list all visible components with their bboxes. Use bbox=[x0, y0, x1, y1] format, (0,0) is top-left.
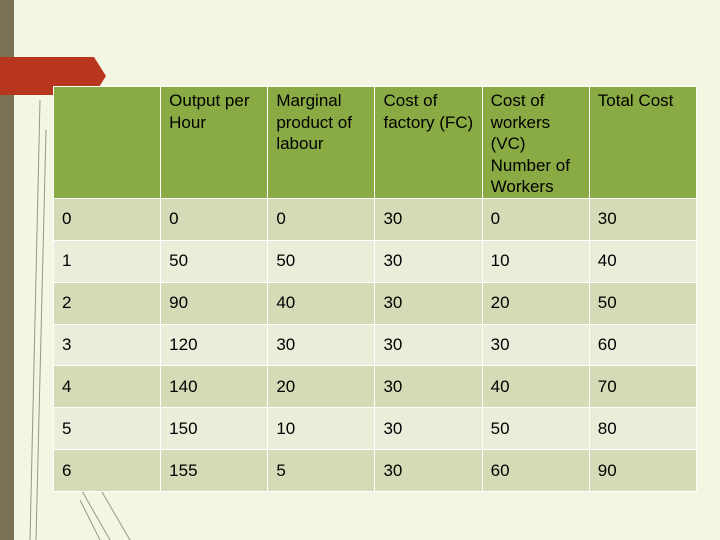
table-row: 5 150 10 30 50 80 bbox=[52, 407, 698, 451]
table-cell: 0 bbox=[160, 198, 269, 241]
table-cell: 1 bbox=[52, 239, 162, 283]
table-cell: 30 bbox=[374, 323, 483, 367]
table-cell: 30 bbox=[374, 365, 483, 409]
table-cell: 20 bbox=[267, 365, 376, 409]
table-row: 0 0 0 30 0 30 bbox=[52, 198, 698, 241]
table-cell: 90 bbox=[160, 281, 269, 325]
table-cell: 30 bbox=[267, 323, 376, 367]
table-cell: 120 bbox=[160, 323, 269, 367]
table-cell: 0 bbox=[267, 198, 376, 241]
table-cell: 40 bbox=[588, 239, 698, 283]
header-cell: Cost of workers (VC) Number of Workers bbox=[481, 86, 590, 199]
table-cell: 5 bbox=[267, 449, 376, 492]
table-row: 4 140 20 30 40 70 bbox=[52, 365, 698, 409]
table-cell: 10 bbox=[481, 239, 590, 283]
table-row: 1 50 50 30 10 40 bbox=[52, 239, 698, 283]
table-cell: 40 bbox=[267, 281, 376, 325]
table-header-row: Output per Hour Marginal product of labo… bbox=[52, 86, 698, 199]
table-cell: 20 bbox=[481, 281, 590, 325]
table-row: 6 155 5 30 60 90 bbox=[52, 449, 698, 492]
table-cell: 0 bbox=[52, 198, 162, 241]
table-cell: 4 bbox=[52, 365, 162, 409]
table-cell: 5 bbox=[52, 407, 162, 451]
table-cell: 90 bbox=[588, 449, 698, 492]
table-cell: 150 bbox=[160, 407, 269, 451]
table-cell: 30 bbox=[374, 239, 483, 283]
table-cell: 30 bbox=[374, 281, 483, 325]
left-side-stripe bbox=[0, 0, 14, 540]
table-cell: 3 bbox=[52, 323, 162, 367]
table-cell: 155 bbox=[160, 449, 269, 492]
header-cell: Marginal product of labour bbox=[267, 86, 376, 199]
header-cell: Total Cost bbox=[588, 86, 698, 199]
table-cell: 30 bbox=[374, 198, 483, 241]
table-row: 3 120 30 30 30 60 bbox=[52, 323, 698, 367]
table-cell: 60 bbox=[481, 449, 590, 492]
table-cell: 2 bbox=[52, 281, 162, 325]
table-cell: 10 bbox=[267, 407, 376, 451]
table-cell: 30 bbox=[374, 407, 483, 451]
header-cell: Cost of factory (FC) bbox=[374, 86, 483, 199]
table-cell: 80 bbox=[588, 407, 698, 451]
table-row: 2 90 40 30 20 50 bbox=[52, 281, 698, 325]
table-cell: 50 bbox=[267, 239, 376, 283]
table-cell: 70 bbox=[588, 365, 698, 409]
table-cell: 50 bbox=[160, 239, 269, 283]
table-cell: 50 bbox=[481, 407, 590, 451]
table-cell: 0 bbox=[481, 198, 590, 241]
table-cell: 40 bbox=[481, 365, 590, 409]
header-cell bbox=[52, 86, 162, 199]
header-cell: Output per Hour bbox=[160, 86, 269, 199]
table-cell: 30 bbox=[588, 198, 698, 241]
cost-table: Output per Hour Marginal product of labo… bbox=[52, 86, 698, 492]
table-cell: 140 bbox=[160, 365, 269, 409]
table-cell: 50 bbox=[588, 281, 698, 325]
table-cell: 30 bbox=[374, 449, 483, 492]
table-cell: 6 bbox=[52, 449, 162, 492]
table-cell: 60 bbox=[588, 323, 698, 367]
table-cell: 30 bbox=[481, 323, 590, 367]
